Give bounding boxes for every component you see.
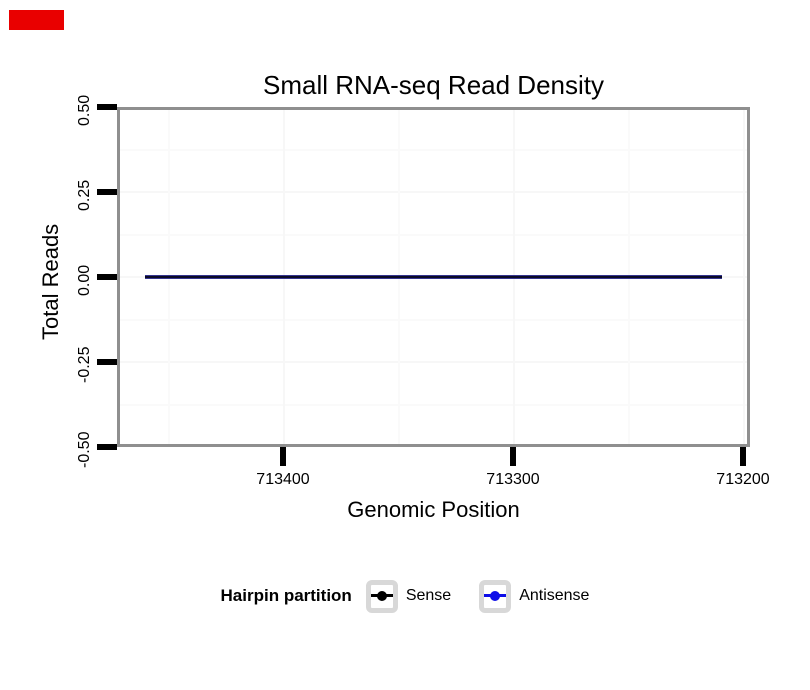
gridline-h-major [120, 191, 747, 193]
gridline-h-major [120, 361, 747, 363]
gridline-h-minor [120, 404, 747, 406]
plot-panel [117, 107, 750, 447]
x-tick-label: 713400 [256, 471, 310, 488]
antisense-point-icon [490, 591, 501, 601]
y-tick-label: 0.25 [76, 179, 93, 211]
legend-label-sense: Sense [405, 587, 452, 604]
x-tick [510, 447, 516, 466]
read-density-line [145, 275, 722, 279]
antisense-legend-key [479, 579, 512, 613]
x-tick-label: 713200 [716, 471, 770, 488]
gridline-v-major [743, 110, 745, 444]
y-tick-label: 0.50 [76, 94, 93, 126]
legend: Hairpin partition Sense Antisense [0, 577, 810, 615]
y-tick [97, 189, 117, 195]
y-axis-title: Total Reads [38, 223, 63, 341]
chart-title: Small RNA-seq Read Density [262, 70, 604, 100]
x-tick-label: 713300 [486, 471, 540, 488]
gridline-h-minor [120, 149, 747, 151]
x-axis-title: Genomic Position [347, 497, 520, 522]
gridline-h-minor [120, 234, 747, 236]
red-marker-rectangle [9, 10, 64, 30]
legend-label-antisense: Antisense [519, 587, 590, 604]
y-tick [97, 444, 117, 450]
x-tick [740, 447, 746, 466]
gridline-h-minor [120, 319, 747, 321]
y-tick [97, 359, 117, 365]
y-tick-label: -0.25 [76, 346, 93, 384]
y-tick [97, 104, 117, 110]
y-tick-label: -0.50 [76, 431, 93, 469]
legend-title: Hairpin partition [220, 586, 352, 605]
x-tick [280, 447, 286, 466]
y-tick-label: 0.00 [76, 264, 93, 296]
y-tick [97, 274, 117, 280]
sense-point-icon [376, 591, 387, 601]
sense-legend-key [365, 579, 398, 613]
